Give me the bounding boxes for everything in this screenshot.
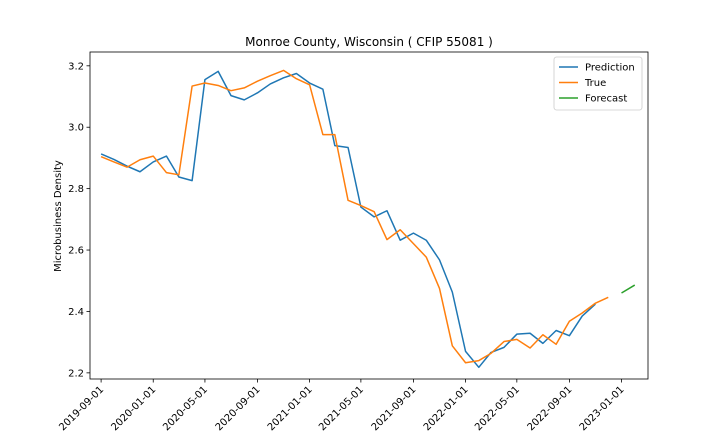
y-tick-label: 3.0 — [68, 123, 84, 134]
series-layer — [100, 69, 636, 369]
x-tick-label: 2021-09-01 — [370, 384, 419, 432]
x-tick-label: 2020-09-01 — [214, 384, 263, 432]
legend-frame — [553, 56, 643, 111]
legend-label-prediction: Prediction — [585, 63, 635, 74]
legend-label-true: True — [584, 78, 606, 89]
chart-title: Monroe County, Wisconsin ( CFIP 55081 ) — [245, 35, 493, 49]
x-tick-label: 2019-09-01 — [57, 384, 106, 432]
x-tick-label: 2020-05-01 — [161, 384, 210, 432]
legend: Prediction True Forecast — [553, 56, 643, 111]
x-tick-label: 2022-05-01 — [473, 384, 522, 432]
y-tick-label: 2.2 — [68, 368, 84, 379]
y-tick-label: 2.8 — [68, 184, 84, 195]
y-tick-label: 3.2 — [68, 61, 84, 72]
x-tick-label: 2021-05-01 — [317, 384, 366, 432]
plot-frame — [89, 51, 649, 380]
series-line-prediction — [100, 70, 596, 369]
y-axis-label: Microbusiness Density — [53, 160, 64, 272]
y-tick-label: 2.6 — [68, 246, 84, 257]
legend-label-forecast: Forecast — [585, 94, 627, 105]
x-tick-label: 2021-01-01 — [266, 384, 315, 432]
x-tick-label: 2023-01-01 — [578, 384, 627, 432]
series-line-true — [100, 69, 609, 364]
x-tick-label: 2022-01-01 — [422, 384, 471, 432]
series-line-forecast — [621, 284, 636, 294]
y-tick-label: 2.4 — [68, 307, 84, 318]
x-tick-label: 2022-09-01 — [526, 384, 575, 432]
x-tick-label: 2020-01-01 — [109, 384, 158, 432]
